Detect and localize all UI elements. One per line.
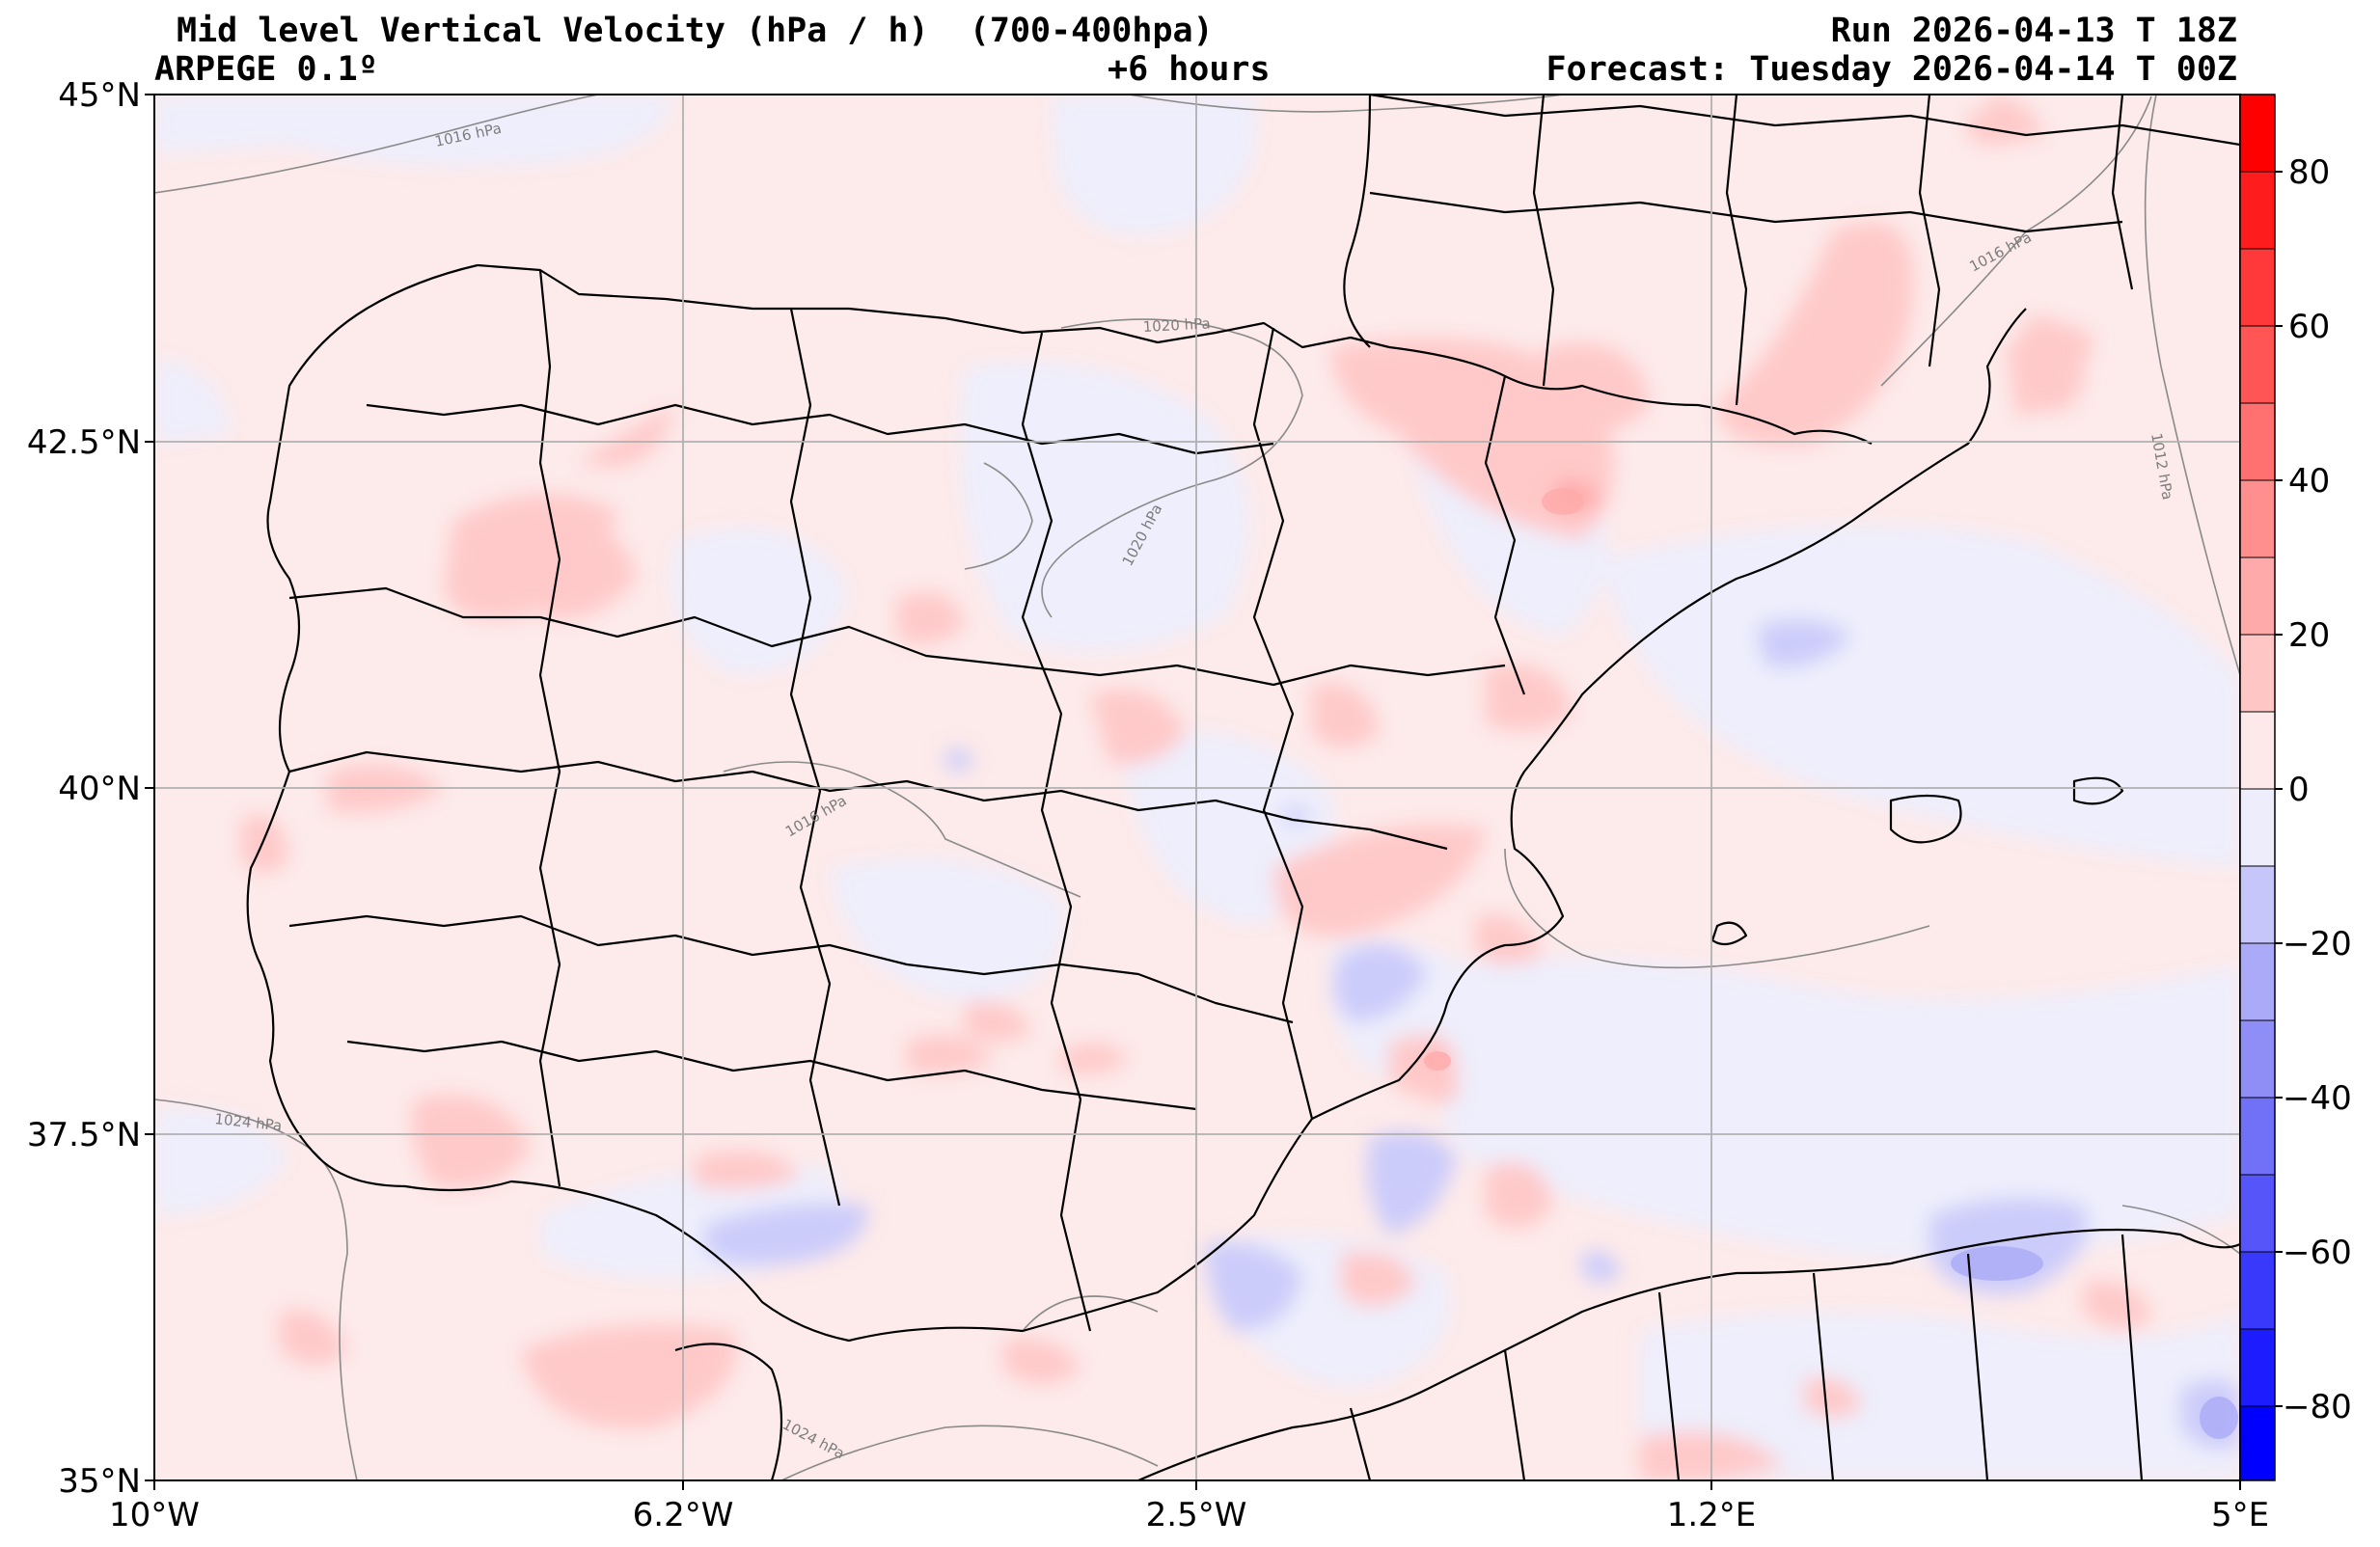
colorbar-band [2240, 326, 2275, 403]
lon-tick-label: 2.5°W [1146, 1496, 1247, 1534]
colorbar-tick-label: −40 [2283, 1079, 2352, 1118]
colorbar-band [2240, 866, 2275, 943]
colorbar-band [2240, 172, 2275, 249]
colorbar-tick-label: −80 [2283, 1388, 2352, 1426]
colorbar-tick-label: −60 [2283, 1234, 2352, 1272]
colorbar-tick-label: 60 [2288, 308, 2330, 346]
colorbar-tick-label: 0 [2288, 771, 2310, 809]
lat-tick-label: 37.5°N [27, 1116, 141, 1154]
colorbar-band [2240, 557, 2275, 635]
colorbar-tick-label: 40 [2288, 462, 2330, 501]
isobar-lines [154, 95, 2240, 1480]
colorbar-band [2240, 403, 2275, 480]
colorbar-band [2240, 1098, 2275, 1175]
colorbar-band [2240, 1175, 2275, 1252]
colorbar-band [2240, 1020, 2275, 1098]
lat-axis: 45°N 42.5°N 40°N 37.5°N 35°N [27, 76, 154, 1501]
colorbar-band [2240, 249, 2275, 326]
lat-tick-label: 35°N [58, 1462, 141, 1501]
colorbar-tick-label: −20 [2283, 925, 2352, 963]
colorbar-band [2240, 712, 2275, 789]
boundary-lines [246, 95, 2240, 1480]
forecast-time: Forecast: Tuesday 2026-04-14 T 00Z [1546, 50, 2237, 89]
colorbar-band [2240, 1406, 2275, 1480]
colorbar-band [2240, 480, 2275, 557]
model-name: ARPEGE 0.1º [154, 50, 378, 89]
lon-axis: 10°W 6.2°W 2.5°W 1.2°E 5°E [109, 1480, 2269, 1534]
colorbar-band [2240, 635, 2275, 712]
colorbar-band [2240, 1252, 2275, 1329]
colorbar-tick-label: 80 [2288, 153, 2330, 192]
colorbar-band [2240, 789, 2275, 866]
graticule [154, 95, 2240, 1480]
colorbar: 80 60 40 20 0 −20 −40 −60 −80 [2239, 94, 2352, 1481]
lat-tick-label: 42.5°N [27, 423, 141, 462]
lon-tick-label: 1.2°E [1667, 1496, 1757, 1534]
colorbar-band [2240, 95, 2275, 172]
lead-time: +6 hours [1108, 50, 1271, 89]
lon-tick-label: 6.2°W [633, 1496, 734, 1534]
lon-tick-label: 5°E [2211, 1496, 2269, 1534]
map-title: Mid level Vertical Velocity (hPa / h) (7… [177, 12, 1214, 50]
colorbar-band [2240, 943, 2275, 1020]
isobar-label: 1020 hPa [1142, 314, 1211, 336]
run-time: Run 2026-04-13 T 18Z [1830, 12, 2237, 50]
lon-tick-label: 10°W [109, 1496, 200, 1534]
colorbar-band [2240, 1329, 2275, 1406]
lat-tick-label: 40°N [58, 770, 141, 808]
colorbar-tick-label: 20 [2288, 616, 2330, 655]
lat-tick-label: 45°N [58, 76, 141, 115]
